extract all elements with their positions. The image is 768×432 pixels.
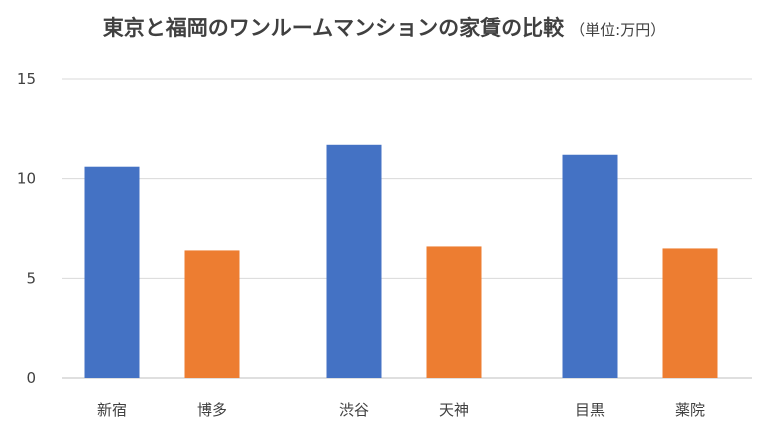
y-tick-label: 10 (17, 170, 36, 188)
chart-unit-label: （単位:万円） (570, 21, 666, 39)
y-tick-label: 15 (17, 70, 36, 88)
x-category-label: 目黒 (575, 401, 605, 419)
bar-1 (84, 166, 140, 378)
x-category-label: 天神 (439, 401, 469, 419)
chart-title: 東京と福岡のワンルームマンションの家賃の比較 (102, 16, 565, 40)
x-category-label: 新宿 (97, 401, 127, 419)
bar-4 (426, 246, 482, 378)
bar-6 (662, 248, 718, 378)
y-tick-label: 5 (26, 269, 36, 287)
x-category-label: 渋谷 (339, 401, 369, 419)
y-tick-label: 0 (26, 369, 36, 387)
x-category-label: 博多 (197, 401, 227, 419)
bar-3 (326, 144, 382, 378)
chart-title-row: 東京と福岡のワンルームマンションの家賃の比較 （単位:万円） (0, 12, 768, 42)
bar-2 (184, 250, 240, 378)
bar-5 (562, 154, 618, 378)
x-category-label: 薬院 (675, 401, 705, 419)
